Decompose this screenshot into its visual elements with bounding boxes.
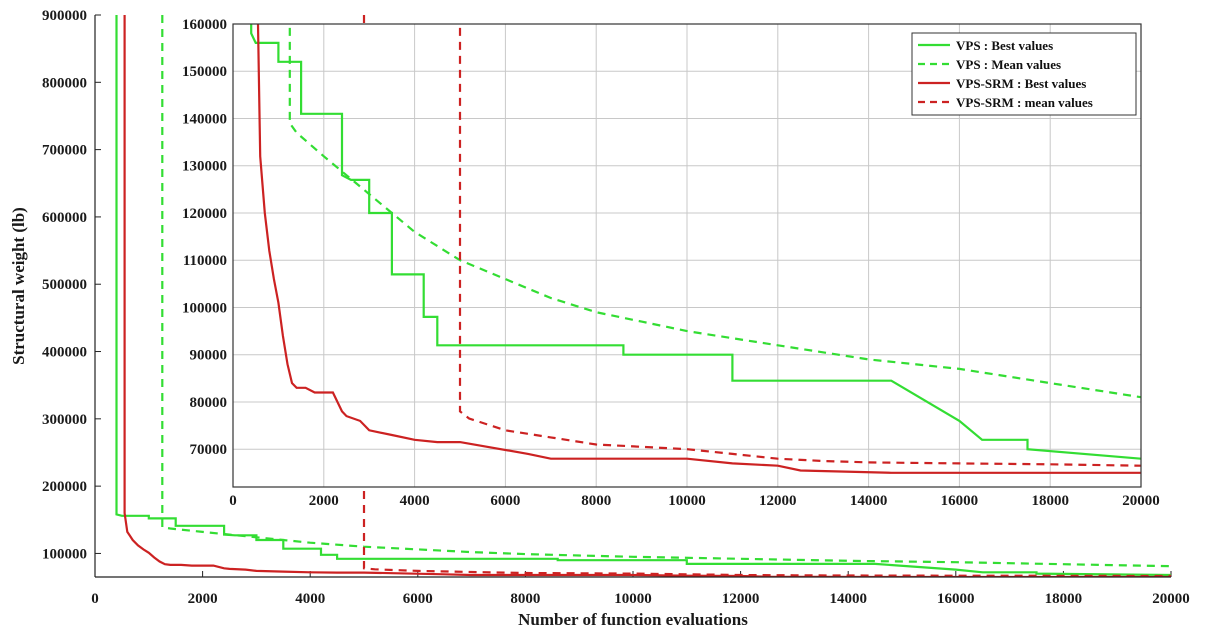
inset-frame (232, 23, 1142, 488)
legend-entry-label: VPS : Mean values (956, 57, 1061, 72)
y-tick-label: 800000 (42, 75, 87, 91)
inset-y-tick-label: 140000 (182, 111, 227, 127)
inset-x-tick-label: 16000 (941, 493, 979, 509)
legend-entry-label: VPS-SRM : mean values (956, 95, 1093, 110)
y-tick-label: 400000 (42, 345, 87, 361)
inset-x-tick-label: 14000 (850, 493, 888, 509)
inset-y-tick-label: 70000 (190, 442, 228, 458)
inset-y-tick-label: 90000 (190, 348, 228, 364)
inset-x-tick-label: 10000 (668, 493, 706, 509)
inset-plot: 0 2000 4000 6000 8000 10000 12000 14000 16000 180… (182, 17, 1160, 509)
main-series-line (123, 15, 1171, 577)
y-tick-label: 200000 (42, 479, 87, 495)
y-tick-label: 900000 (42, 8, 87, 24)
inset-x-tick-label: 6000 (490, 493, 520, 509)
inset-y-tick-label: 130000 (182, 159, 227, 175)
legend-entry-label: VPS-SRM : Best values (956, 76, 1086, 91)
x-tick-label: 10000 (614, 591, 652, 607)
inset-y-tick-label: 150000 (182, 64, 227, 80)
y-tick-label: 300000 (42, 412, 87, 428)
x-tick-label: 14000 (829, 591, 867, 607)
main-plot: 0 2000 4000 6000 8000 10000 12000 14000 16000 180… (9, 8, 1190, 629)
legend: VPS : Best values VPS : Mean values VPS-SR… (911, 32, 1137, 116)
inset-x-tick-label: 8000 (581, 493, 611, 509)
inset-y-tick-label: 110000 (183, 253, 227, 269)
y-axis-label: Structural weight (lb) (9, 207, 28, 365)
x-tick-label: 12000 (722, 591, 760, 607)
inset-x-tick-label: 18000 (1031, 493, 1069, 509)
x-tick-label: 18000 (1045, 591, 1083, 607)
y-tick-label: 700000 (42, 143, 87, 159)
main-series-line (362, 15, 1171, 577)
x-tick-label: 4000 (295, 591, 325, 607)
inset-y-tick-label: 120000 (182, 206, 227, 222)
x-axis-label: Number of function evaluations (518, 610, 748, 629)
inset-y-tick-label: 160000 (182, 17, 227, 33)
x-tick-label: 8000 (510, 591, 540, 607)
legend-box (911, 32, 1137, 116)
inset-x-tick-label: 20000 (1122, 493, 1160, 509)
inset-x-tick-label: 4000 (400, 493, 430, 509)
y-tick-label: 600000 (42, 210, 87, 226)
inset-y-tick-label: 100000 (182, 300, 227, 316)
x-tick-label: 2000 (188, 591, 218, 607)
y-tick-label: 500000 (42, 277, 87, 293)
inset-series-line (458, 24, 1141, 467)
main-series-line (161, 15, 1171, 568)
x-tick-label: 0 (91, 591, 99, 607)
legend-entry-label: VPS : Best values (956, 38, 1053, 53)
y-tick-label: 100000 (42, 546, 87, 562)
inset-x-tick-label: 12000 (759, 493, 797, 509)
x-tick-label: 16000 (937, 591, 975, 607)
main-series-group (115, 15, 1171, 577)
inset-x-tick-label: 2000 (309, 493, 339, 509)
main-series-line (115, 15, 1171, 577)
inset-y-tick-label: 80000 (190, 395, 228, 411)
inset-series-line (256, 24, 1141, 474)
x-tick-label: 6000 (403, 591, 433, 607)
inset-x-tick-label: 0 (229, 493, 237, 509)
x-tick-label: 20000 (1152, 591, 1190, 607)
inset-series-line (288, 24, 1141, 399)
inset-series-group (250, 24, 1141, 474)
